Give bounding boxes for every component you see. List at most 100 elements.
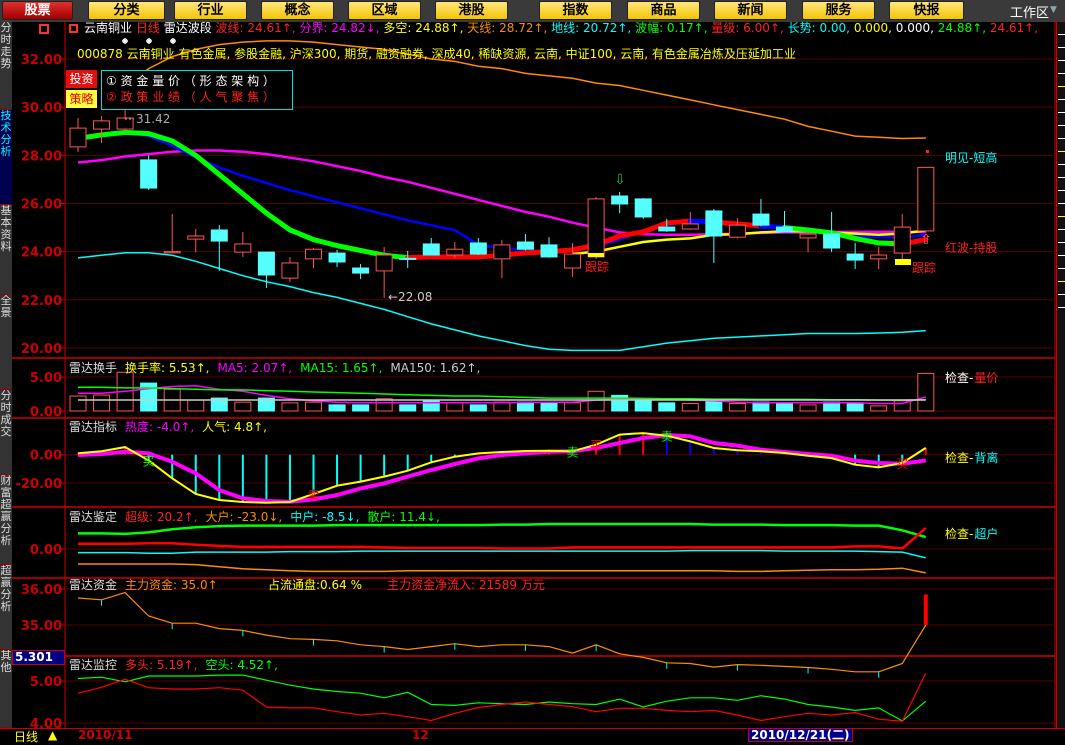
scroll-tick <box>1058 73 1065 74</box>
volume-bar <box>540 402 558 412</box>
menu-5[interactable]: 港股 <box>435 1 508 20</box>
scroll-tick <box>1058 47 1065 48</box>
menu-10[interactable]: 快报 <box>889 1 964 20</box>
header-value: 24.61↑, <box>989 21 1039 35</box>
panel-title: 雷达指标 <box>69 419 117 434</box>
period-switch[interactable]: 日线 <box>14 730 39 744</box>
monitor-line-多头 <box>77 672 927 722</box>
candle-body <box>870 254 888 260</box>
legend-line-2: ② 政 策 业 绩 （ 人 气 聚 焦 ） <box>106 90 275 104</box>
left-tab-6[interactable]: 超赢分析 <box>0 565 12 650</box>
low-price-label: ←22.08 <box>388 290 432 304</box>
menu-0[interactable]: 股票 <box>2 1 73 20</box>
date-label: 2010/11 <box>78 728 133 742</box>
menu-2[interactable]: 行业 <box>174 1 247 20</box>
wave-line-segment <box>640 220 670 235</box>
legend-item: 主力资金: 35.0↑ <box>125 577 218 592</box>
scroll-tick <box>1058 281 1065 282</box>
check-prefix: 检查- <box>945 370 973 385</box>
candle-body <box>917 166 935 232</box>
signal-box <box>895 259 911 265</box>
candlestick <box>516 234 534 251</box>
scroll-tick <box>1058 151 1065 152</box>
wave-line-segment <box>240 191 269 216</box>
candle-body <box>823 233 841 249</box>
wave-line-segment <box>216 172 246 197</box>
workarea-button[interactable]: 工作区 <box>1010 6 1050 21</box>
menu-3[interactable]: 概念 <box>261 1 334 20</box>
legend-box: ① 资 金 量 价 （ 形 态 架 构 ） ② 政 策 业 绩 （ 人 气 聚 … <box>101 70 293 110</box>
wave-line-segment <box>405 254 434 261</box>
volume-bar <box>846 402 864 412</box>
header-value: 天线: 28.72↑, <box>467 21 552 35</box>
candlestick <box>564 242 582 277</box>
wave-line-segment <box>193 152 222 178</box>
candlestick <box>187 229 205 253</box>
scroll-tick <box>1058 112 1065 113</box>
volume-ma-MA15 <box>78 386 926 401</box>
scroll-tick <box>1058 294 1065 295</box>
wave-line-segment <box>805 227 835 236</box>
stock-concepts: 云南铜业 有色金属, 参股金融, 沪深300, 期货, 融资融券, 深成40, … <box>126 47 796 61</box>
candlestick <box>305 248 322 269</box>
candle-body <box>163 251 181 254</box>
candle-body <box>281 262 299 279</box>
left-tab-0[interactable]: 分时走势 <box>0 22 12 110</box>
check-prefix: 检查- <box>945 526 973 541</box>
candlestick <box>846 242 864 269</box>
candlestick <box>611 191 629 214</box>
candle-body <box>399 257 417 260</box>
stock-name: 云南铜业 <box>84 21 133 35</box>
left-tab-1[interactable]: 技术分析 <box>0 110 12 205</box>
candle-body <box>328 252 346 263</box>
header-value: 分界: 24.82↓, <box>299 21 384 35</box>
left-tab-2[interactable]: 基本资料 <box>0 205 12 295</box>
menu-9[interactable]: 服务 <box>802 1 875 20</box>
header-values: 波线: 24.61↑, 分界: 24.82↓, 多空: 24.88↑, 天线: … <box>216 21 1039 35</box>
track-label: 跟踪 <box>912 261 936 275</box>
y-tick-label: 5.00 <box>30 675 62 690</box>
scroll-tick <box>1058 203 1065 204</box>
candlestick <box>446 242 464 258</box>
menu-4[interactable]: 区域 <box>348 1 421 20</box>
identify-line-散户 <box>78 522 927 539</box>
header-value: 波幅: 0.17↑, <box>635 21 712 35</box>
y-tick-label: -20.00 <box>15 477 62 492</box>
volume-bar <box>375 398 393 412</box>
left-tab-4[interactable]: 分时成交 <box>0 390 12 475</box>
strategy-button[interactable]: 策略 <box>66 90 97 108</box>
wave-line-segment <box>146 131 175 144</box>
invest-button[interactable]: 投资 <box>66 70 97 88</box>
right-scrollbar[interactable] <box>1056 22 1065 728</box>
candle-body <box>705 210 723 237</box>
candle-body <box>540 244 558 258</box>
up-arrow-icon: ⇧ <box>920 232 932 248</box>
volume-bar <box>352 404 370 412</box>
candlestick <box>352 263 370 280</box>
high-price-label: 31.42 <box>136 112 170 126</box>
date-axis: 日线 ▲ 2010/11 12 2010/12/21(二) <box>0 728 1065 744</box>
chevron-down-icon[interactable]: ▼ <box>1050 5 1057 15</box>
left-tab-5[interactable]: 财富超赢分析 <box>0 475 12 565</box>
menu-1[interactable]: 分类 <box>88 1 165 20</box>
signal-box <box>588 253 604 257</box>
menu-7[interactable]: 商品 <box>627 1 700 20</box>
candle-body <box>846 253 864 261</box>
menu-6[interactable]: 指数 <box>539 1 612 20</box>
header-value: 量级: 6.00↑, <box>711 21 788 35</box>
left-tab-strip: 分时走势 技术分析 基本资料 全景 分时成交 财富超赢分析 超赢分析 其他 <box>0 22 12 728</box>
candlestick <box>917 166 935 233</box>
left-tab-3[interactable]: 全景 <box>0 295 12 390</box>
volume-bar <box>422 399 440 412</box>
candle-body <box>611 195 629 205</box>
triangle-up-icon[interactable]: ▲ <box>48 728 58 742</box>
menu-8[interactable]: 新闻 <box>714 1 787 20</box>
y-tick-label: 0.00 <box>30 405 62 420</box>
volume-bar <box>516 401 534 412</box>
dot-marker <box>926 150 929 153</box>
candlestick <box>540 237 558 258</box>
left-tab-7[interactable]: 其他 <box>0 650 12 728</box>
legend-item: 换手率: 5.53↑, <box>125 360 209 375</box>
scroll-tick <box>1058 268 1065 269</box>
